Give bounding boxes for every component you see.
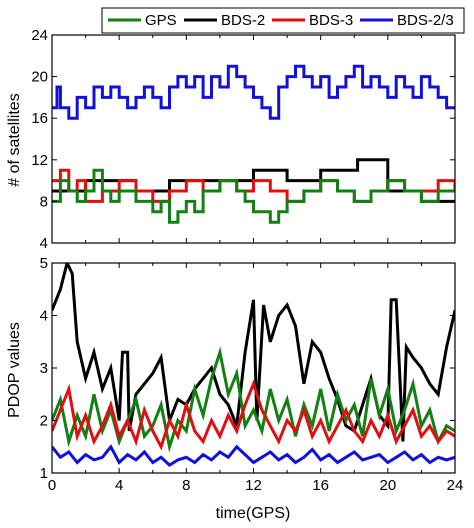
top-y-tick-label: 24 (31, 27, 48, 44)
legend: GPS BDS-2 BDS-3 BDS-2/3 (101, 7, 465, 34)
bottom-series-group (52, 263, 455, 467)
bottom-y-axis-title: PDOP values (6, 322, 23, 418)
top-y-tick-label: 16 (31, 110, 48, 127)
top-series-group (52, 64, 455, 224)
legend-label-bds23: BDS-2/3 (397, 12, 454, 29)
bottom-y-tick-label: 3 (40, 360, 48, 377)
legend-label-gps: GPS (145, 12, 177, 29)
x-axis-title: time(GPS) (216, 505, 291, 522)
top-y-tick-label: 8 (40, 193, 48, 210)
bottom-y-tick-label: 1 (40, 465, 48, 482)
top-y-tick-label: 4 (40, 235, 48, 252)
legend-label-bds3: BDS-3 (309, 12, 353, 29)
x-tick-label: 20 (379, 477, 396, 494)
bottom-series-bds2 (52, 263, 455, 442)
legend-label-bds2: BDS-2 (221, 12, 265, 29)
x-tick-label: 12 (245, 477, 262, 494)
bottom-series-bds23 (52, 444, 455, 467)
top-y-tick-label: 20 (31, 69, 48, 86)
x-tick-label: 4 (115, 477, 123, 494)
bottom-series-bds3 (52, 379, 455, 451)
x-tick-label: 16 (312, 477, 329, 494)
top-series-bds23 (52, 64, 455, 120)
bottom-plot-frame (51, 262, 456, 474)
top-y-axis-title: # of satellites (6, 93, 23, 186)
bottom-y-tick-label: 5 (40, 255, 48, 272)
top-panel: 4 8 12 16 20 24 (31, 27, 456, 252)
x-tick-label: 24 (447, 477, 464, 494)
x-tick-label: 8 (182, 477, 190, 494)
x-tick-label: 0 (48, 477, 56, 494)
top-y-tick-label: 12 (31, 152, 48, 169)
top-series-gps (52, 168, 455, 224)
bottom-y-tick-label: 2 (40, 413, 48, 430)
bottom-y-tick-label: 4 (40, 308, 48, 325)
bottom-series-gps (52, 346, 455, 453)
